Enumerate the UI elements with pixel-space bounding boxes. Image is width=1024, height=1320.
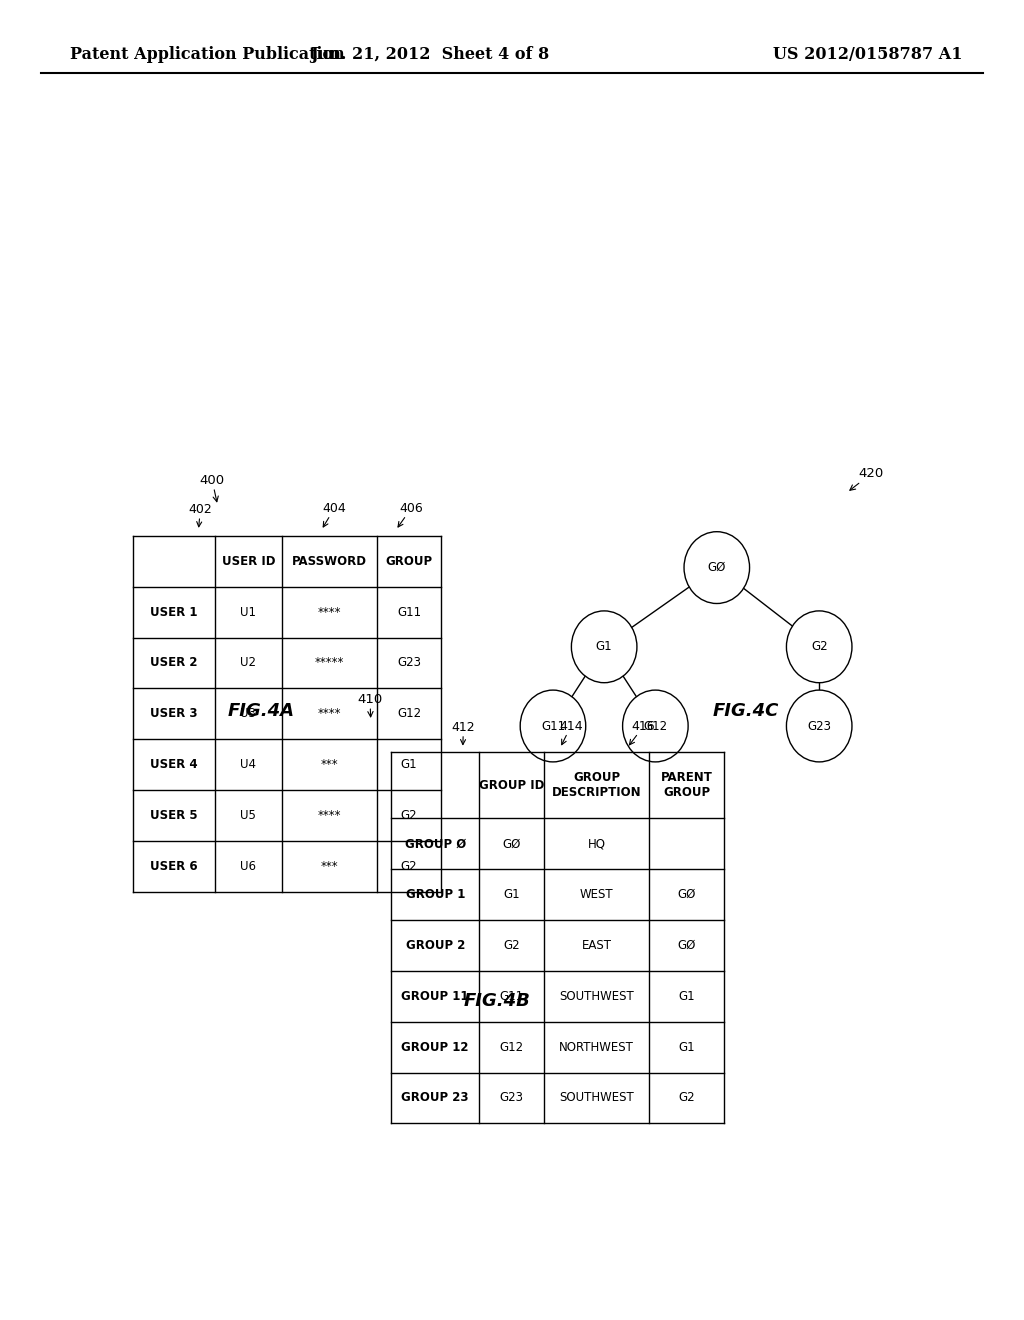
Text: 400: 400: [200, 474, 225, 502]
Text: G23: G23: [397, 656, 421, 669]
Text: G1: G1: [678, 990, 695, 1003]
Text: 406: 406: [398, 502, 423, 527]
Text: GROUP 23: GROUP 23: [401, 1092, 469, 1105]
Text: 412: 412: [452, 721, 475, 744]
Text: PARENT
GROUP: PARENT GROUP: [660, 771, 713, 800]
Text: G12: G12: [643, 719, 668, 733]
Text: 410: 410: [357, 693, 383, 717]
Text: GØ: GØ: [678, 888, 695, 902]
Text: USER ID: USER ID: [221, 554, 275, 568]
Text: G1: G1: [503, 888, 520, 902]
Text: US 2012/0158787 A1: US 2012/0158787 A1: [773, 46, 963, 62]
Text: ***: ***: [321, 859, 338, 873]
Text: GROUP 1: GROUP 1: [406, 888, 465, 902]
Ellipse shape: [684, 532, 750, 603]
Text: GØ: GØ: [708, 561, 726, 574]
Text: 416: 416: [630, 719, 655, 744]
Text: WEST: WEST: [580, 888, 613, 902]
Text: *****: *****: [314, 656, 344, 669]
Text: G2: G2: [400, 859, 418, 873]
Text: 414: 414: [559, 719, 583, 744]
Text: GØ: GØ: [503, 837, 520, 850]
Text: U5: U5: [241, 809, 256, 822]
Ellipse shape: [623, 690, 688, 762]
Text: G23: G23: [500, 1092, 523, 1105]
Text: G2: G2: [678, 1092, 695, 1105]
Text: U6: U6: [241, 859, 256, 873]
Text: U2: U2: [241, 656, 256, 669]
Text: G12: G12: [500, 1040, 523, 1053]
Ellipse shape: [520, 690, 586, 762]
Text: G2: G2: [503, 939, 520, 952]
Text: ****: ****: [317, 708, 341, 721]
Text: USER 3: USER 3: [151, 708, 198, 721]
Text: GROUP 11: GROUP 11: [401, 990, 469, 1003]
Text: GROUP: GROUP: [385, 554, 433, 568]
Text: G11: G11: [541, 719, 565, 733]
Text: U4: U4: [241, 758, 256, 771]
Text: U1: U1: [241, 606, 256, 619]
Text: 402: 402: [188, 503, 212, 527]
Text: G11: G11: [500, 990, 523, 1003]
Text: FIG.4C: FIG.4C: [713, 702, 778, 721]
Text: USER 1: USER 1: [151, 606, 198, 619]
Text: G2: G2: [400, 809, 418, 822]
Text: G11: G11: [397, 606, 421, 619]
Text: GROUP
DESCRIPTION: GROUP DESCRIPTION: [552, 771, 641, 800]
Ellipse shape: [571, 611, 637, 682]
Text: Patent Application Publication: Patent Application Publication: [70, 46, 344, 62]
Text: GROUP 12: GROUP 12: [401, 1040, 469, 1053]
Text: FIG.4A: FIG.4A: [227, 702, 295, 721]
Text: G1: G1: [400, 758, 418, 771]
Ellipse shape: [786, 690, 852, 762]
Text: SOUTHWEST: SOUTHWEST: [559, 1092, 634, 1105]
Text: NORTHWEST: NORTHWEST: [559, 1040, 634, 1053]
Text: FIG.4B: FIG.4B: [463, 991, 530, 1010]
Text: Jun. 21, 2012  Sheet 4 of 8: Jun. 21, 2012 Sheet 4 of 8: [310, 46, 550, 62]
Text: GROUP 2: GROUP 2: [406, 939, 465, 952]
Text: GROUP ID: GROUP ID: [479, 779, 544, 792]
Text: ***: ***: [321, 758, 338, 771]
Text: GØ: GØ: [678, 939, 695, 952]
Text: PASSWORD: PASSWORD: [292, 554, 367, 568]
Text: SOUTHWEST: SOUTHWEST: [559, 990, 634, 1003]
Text: G1: G1: [596, 640, 612, 653]
Text: G2: G2: [811, 640, 827, 653]
Text: ****: ****: [317, 606, 341, 619]
Text: USER 5: USER 5: [151, 809, 198, 822]
Text: G23: G23: [807, 719, 831, 733]
Ellipse shape: [786, 611, 852, 682]
Text: USER 6: USER 6: [151, 859, 198, 873]
Text: HQ: HQ: [588, 837, 605, 850]
Text: U3: U3: [241, 708, 256, 721]
Text: 404: 404: [323, 502, 346, 527]
Text: ****: ****: [317, 809, 341, 822]
Text: USER 2: USER 2: [151, 656, 198, 669]
Text: 420: 420: [850, 467, 884, 490]
Text: EAST: EAST: [582, 939, 611, 952]
Text: GROUP Ø: GROUP Ø: [404, 837, 466, 850]
Text: USER 4: USER 4: [151, 758, 198, 771]
Text: G12: G12: [397, 708, 421, 721]
Text: G1: G1: [678, 1040, 695, 1053]
